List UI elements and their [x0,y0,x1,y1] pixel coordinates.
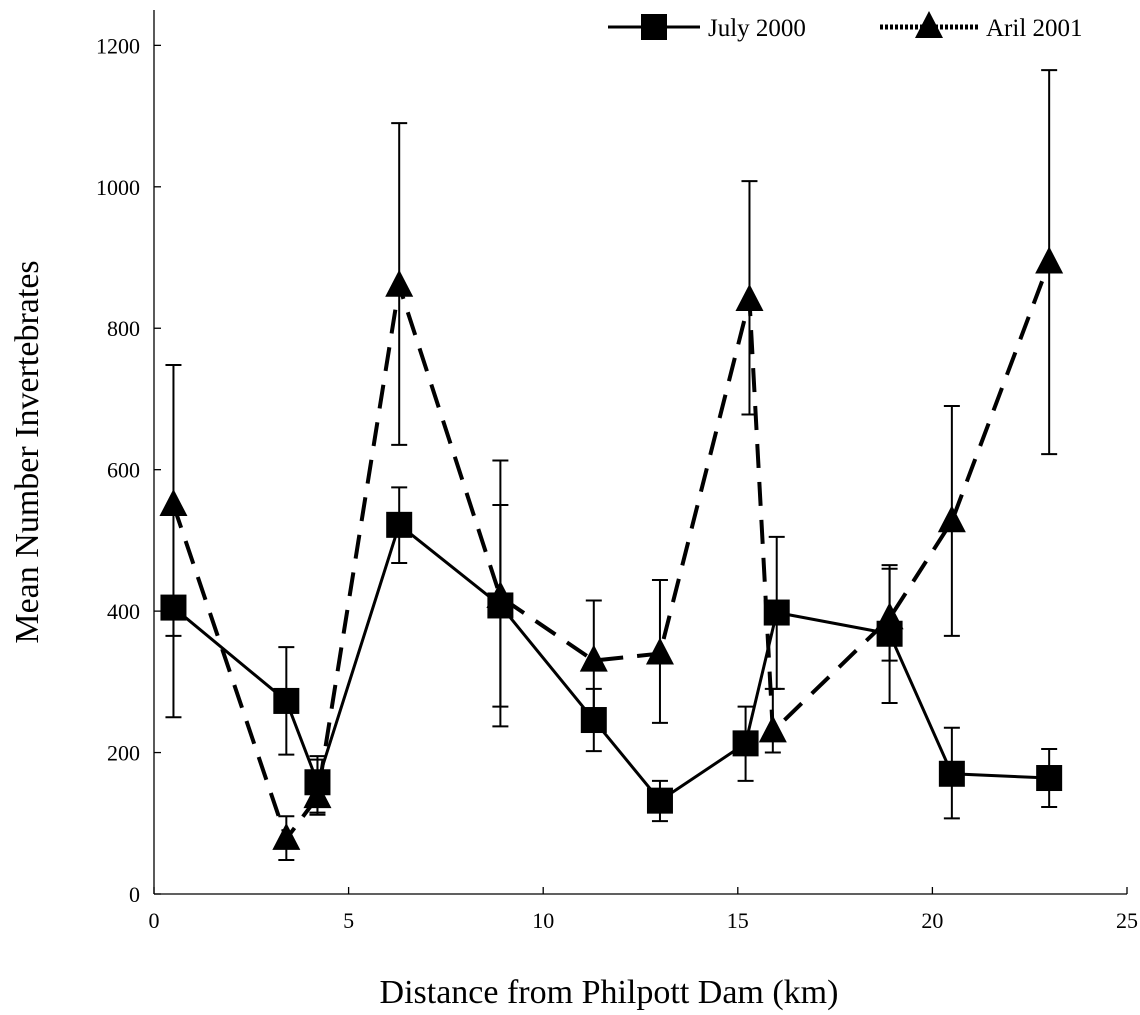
data-point-triangle [272,822,301,850]
y-axis-ticks: 0 200 400 600 800 1000 1200 [96,33,161,907]
y-tick-label: 1000 [96,175,140,200]
legend-marker [915,11,943,38]
y-tick-label: 1200 [96,33,140,58]
x-tick-label: 25 [1116,908,1138,933]
data-point-triangle [579,644,608,672]
x-tick-label: 5 [343,908,354,933]
data-point-triangle [385,269,414,297]
x-tick-label: 20 [921,908,943,933]
legend-label: Aril 2001 [986,15,1083,42]
x-tick-label: 15 [727,908,749,933]
data-point-triangle [486,580,515,608]
legend-label: July 2000 [708,15,806,42]
data-point-triangle [1035,246,1064,274]
series-july-2000 [160,486,1063,823]
data-point-square [1036,765,1063,792]
x-axis-title: Distance from Philpott Dam (km) [380,974,839,1011]
x-axis-ticks: 0 5 10 15 20 25 [149,887,1138,933]
x-tick-label: 0 [149,908,160,933]
series-layer [159,69,1064,862]
data-point-triangle [937,505,966,533]
x-tick-label: 10 [532,908,554,933]
data-point-square [386,511,413,538]
data-point-square [732,730,759,757]
axes [153,10,1127,895]
series-april-2001 [159,69,1064,862]
data-point-triangle [303,781,332,809]
data-point-square [646,787,673,814]
y-tick-label: 600 [107,458,140,483]
y-tick-label: 400 [107,599,140,624]
legend: July 2000 Aril 2001 [608,11,1083,42]
legend-marker [641,14,667,40]
data-point-triangle [875,602,904,630]
y-tick-label: 0 [129,882,140,907]
data-point-triangle [735,283,764,311]
series-line [172,522,1050,803]
y-axis-title: Mean Number Invertebrates [9,260,46,643]
data-point-triangle [758,715,787,743]
data-point-square [938,760,965,787]
data-point-triangle [645,637,674,665]
data-point-triangle [159,489,188,517]
data-point-square [273,687,300,714]
y-tick-label: 800 [107,316,140,341]
y-tick-label: 200 [107,741,140,766]
